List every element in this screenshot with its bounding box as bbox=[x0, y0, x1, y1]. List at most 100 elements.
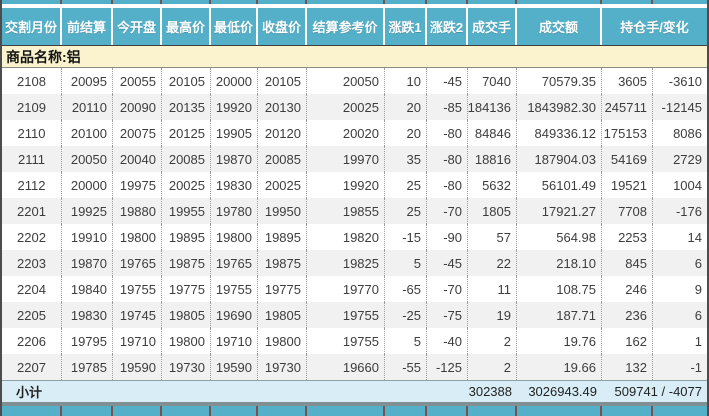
value-cell: -55 bbox=[385, 354, 427, 380]
value-cell: 19780 bbox=[211, 198, 258, 224]
value-cell: 57 bbox=[468, 224, 517, 250]
value-cell: -15 bbox=[385, 224, 427, 250]
table-edge-divider bbox=[62, 406, 113, 416]
table-body: 2108 20095 20055 20105 20000 20105 20050 10 -45 7… bbox=[2, 68, 707, 380]
table-row: 2207 19785 19590 19730 19590 19730 19660 -55 -12… bbox=[2, 354, 707, 380]
value-cell: 19825 bbox=[307, 250, 385, 276]
value-cell: 19895 bbox=[162, 224, 211, 250]
table-row: 2111 20050 20040 20085 19870 20085 19970 35 -80 1… bbox=[2, 146, 707, 172]
value-cell: 6 bbox=[694, 307, 702, 323]
value-cell: 19905 bbox=[211, 120, 258, 146]
value-cell: 19925 bbox=[62, 198, 113, 224]
subtotal-turnover: 3026943.49 bbox=[528, 384, 597, 399]
value-cell: 3605 bbox=[602, 68, 653, 94]
column-header: 成交手 bbox=[468, 8, 517, 45]
table-edge-divider bbox=[307, 0, 385, 4]
value-cell: 19830 bbox=[62, 302, 113, 328]
subtotal-row: 小计 302388 3026943.49 509741 / -4077 bbox=[2, 380, 707, 404]
table-edge-divider bbox=[517, 0, 602, 4]
contract-month-cell: 2112 bbox=[2, 172, 62, 198]
value-cell: -45 bbox=[427, 68, 468, 94]
value-cell: 20125 bbox=[162, 120, 211, 146]
value-cell: 19765 bbox=[211, 250, 258, 276]
value-cell: 162 bbox=[602, 328, 653, 354]
value-cell: 19870 bbox=[211, 146, 258, 172]
value-cell: 175153 bbox=[602, 120, 653, 146]
adjacent-table-edge-bottom bbox=[2, 404, 707, 416]
value-cell: 19800 bbox=[211, 224, 258, 250]
value-cell: 54169 bbox=[602, 146, 653, 172]
value-cell: -125 bbox=[427, 354, 468, 380]
value-cell: -90 bbox=[427, 224, 468, 250]
value-cell: 14 bbox=[687, 229, 702, 245]
value-cell: 19895 bbox=[258, 224, 307, 250]
value-cell: 5 bbox=[385, 250, 427, 276]
value-cell: 19795 bbox=[62, 328, 113, 354]
value-cell: 187.71 bbox=[517, 302, 602, 328]
contract-month-cell: 2110 bbox=[2, 120, 62, 146]
value-cell: 19920 bbox=[307, 172, 385, 198]
table-edge-divider bbox=[258, 406, 307, 416]
value-cell: 1805 bbox=[468, 198, 517, 224]
value-cell: 218.10 bbox=[517, 250, 602, 276]
value-cell: 5632 bbox=[468, 172, 517, 198]
value-cell: 70579.35 bbox=[517, 68, 602, 94]
value-cell: 20025 bbox=[307, 94, 385, 120]
value-cell: 19880 bbox=[113, 198, 162, 224]
value-cell: 20100 bbox=[62, 120, 113, 146]
value-cell: 19730 bbox=[162, 354, 211, 380]
value-cell: 19710 bbox=[113, 328, 162, 354]
table-edge-divider bbox=[468, 0, 517, 4]
value-cell: 20085 bbox=[258, 146, 307, 172]
table-edge-divider bbox=[653, 406, 707, 416]
value-cell: 56101.49 bbox=[517, 172, 602, 198]
value-cell: 245711 bbox=[602, 94, 653, 120]
table-edge-divider bbox=[162, 0, 211, 4]
table-edge-divider bbox=[211, 406, 258, 416]
value-cell: 845 bbox=[602, 250, 653, 276]
value-cell: -176 bbox=[675, 203, 702, 219]
value-cell: 2729 bbox=[673, 151, 702, 167]
value-cell: 17921.27 bbox=[517, 198, 602, 224]
value-cell: 19855 bbox=[307, 198, 385, 224]
table-edge-divider bbox=[113, 0, 162, 4]
value-cell: 19970 bbox=[307, 146, 385, 172]
value-cell: 20105 bbox=[258, 68, 307, 94]
value-cell: -3610 bbox=[668, 73, 702, 89]
value-cell: 20110 bbox=[62, 94, 113, 120]
value-cell: 19820 bbox=[307, 224, 385, 250]
column-header: 涨跌2 bbox=[427, 8, 468, 45]
value-cell: 2253 bbox=[602, 224, 653, 250]
value-cell: 19805 bbox=[162, 302, 211, 328]
value-cell: 19770 bbox=[307, 276, 385, 302]
table-edge-divider bbox=[62, 0, 113, 4]
value-cell: 20050 bbox=[307, 68, 385, 94]
table-row: 2203 19870 19765 19875 19765 19875 19825 5 -45 22… bbox=[2, 250, 707, 276]
value-cell: 19920 bbox=[211, 94, 258, 120]
table-edge-divider bbox=[602, 0, 653, 4]
column-header: 结算参考价 bbox=[307, 8, 385, 45]
table-header-row: 交割月份 前结算 今开盘 最高价 最低价 收盘价 结算参考价 涨跌1 涨跌2 成交手 成交额 持仓手/… bbox=[2, 8, 707, 46]
table-edge-divider bbox=[602, 406, 653, 416]
value-cell: -80 bbox=[427, 146, 468, 172]
table-edge-divider bbox=[468, 406, 517, 416]
value-cell: -25 bbox=[385, 302, 427, 328]
column-header: 持仓手/变化 bbox=[620, 20, 689, 35]
value-cell: -1 bbox=[690, 359, 702, 375]
value-cell: 19590 bbox=[211, 354, 258, 380]
value-cell: -12145 bbox=[661, 99, 702, 115]
value-cell: 22 bbox=[468, 250, 517, 276]
value-cell: 84846 bbox=[468, 120, 517, 146]
value-cell: 19840 bbox=[62, 276, 113, 302]
value-cell: 9 bbox=[694, 281, 702, 297]
value-cell: 20000 bbox=[62, 172, 113, 198]
value-cell: 19785 bbox=[62, 354, 113, 380]
value-cell: 20095 bbox=[62, 68, 113, 94]
table-edge-divider bbox=[517, 406, 602, 416]
table-row: 2108 20095 20055 20105 20000 20105 20050 10 -45 7… bbox=[2, 68, 707, 94]
value-cell: 19710 bbox=[211, 328, 258, 354]
value-cell: 19765 bbox=[113, 250, 162, 276]
contract-month-cell: 2109 bbox=[2, 94, 62, 120]
subtotal-label: 小计 bbox=[16, 385, 43, 400]
value-cell: 19875 bbox=[162, 250, 211, 276]
